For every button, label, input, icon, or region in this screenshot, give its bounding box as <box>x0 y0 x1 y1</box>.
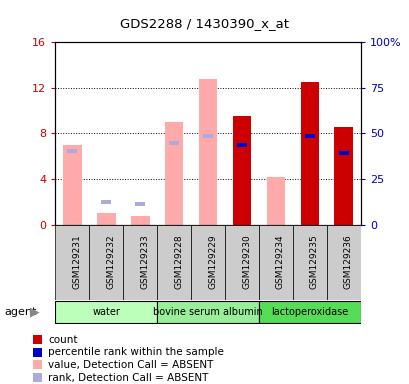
Bar <box>164 122 183 225</box>
Bar <box>236 143 247 147</box>
Bar <box>202 134 213 138</box>
Text: GSM129231: GSM129231 <box>72 235 81 290</box>
Text: GDS2288 / 1430390_x_at: GDS2288 / 1430390_x_at <box>120 17 289 30</box>
Bar <box>258 301 360 323</box>
Text: lactoperoxidase: lactoperoxidase <box>271 307 348 317</box>
Text: GSM129233: GSM129233 <box>140 235 149 290</box>
Text: rank, Detection Call = ABSENT: rank, Detection Call = ABSENT <box>48 372 208 382</box>
Bar <box>334 127 352 225</box>
Bar <box>198 79 217 225</box>
Text: ▶: ▶ <box>30 306 40 318</box>
Bar <box>232 116 251 225</box>
Bar <box>63 145 81 225</box>
Text: percentile rank within the sample: percentile rank within the sample <box>48 347 223 357</box>
Bar <box>338 151 348 155</box>
Bar <box>292 225 326 300</box>
Bar <box>157 301 258 323</box>
Bar <box>266 177 285 225</box>
Text: GSM129230: GSM129230 <box>241 235 250 290</box>
Text: bovine serum albumin: bovine serum albumin <box>153 307 262 317</box>
Bar <box>130 215 149 225</box>
Text: GSM129234: GSM129234 <box>275 235 284 290</box>
Text: water: water <box>92 307 120 317</box>
Bar <box>135 202 145 206</box>
Bar <box>123 225 157 300</box>
Text: agent: agent <box>4 307 36 317</box>
Text: GSM129236: GSM129236 <box>343 235 352 290</box>
Bar <box>55 225 89 300</box>
Bar <box>67 149 77 152</box>
Text: GSM129235: GSM129235 <box>309 235 318 290</box>
Bar <box>101 200 111 204</box>
Bar <box>157 225 191 300</box>
Text: count: count <box>48 334 77 344</box>
Text: GSM129232: GSM129232 <box>106 235 115 290</box>
Text: value, Detection Call = ABSENT: value, Detection Call = ABSENT <box>48 360 213 370</box>
Bar <box>169 141 179 144</box>
Bar <box>89 225 123 300</box>
Text: GSM129229: GSM129229 <box>207 235 216 290</box>
Bar <box>258 225 292 300</box>
Bar <box>300 82 319 225</box>
Bar <box>97 213 115 225</box>
Text: GSM129228: GSM129228 <box>174 235 183 290</box>
Bar <box>191 225 225 300</box>
Bar <box>55 301 157 323</box>
Bar <box>326 225 360 300</box>
Bar <box>225 225 258 300</box>
Bar <box>304 134 314 138</box>
